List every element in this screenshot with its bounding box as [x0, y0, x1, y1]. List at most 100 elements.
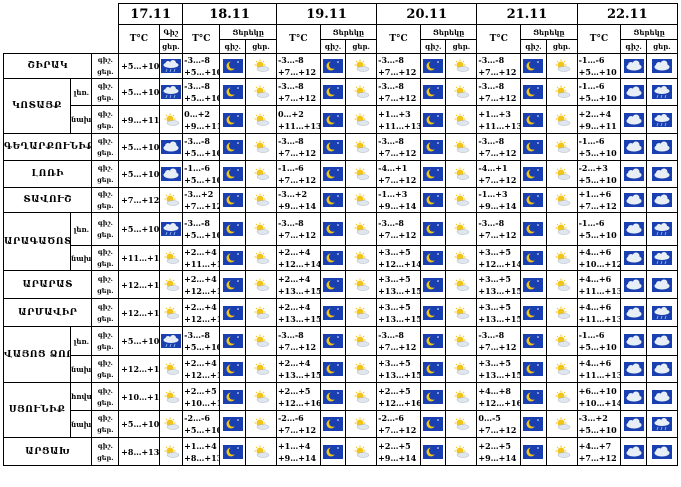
sun-cloud-icon — [354, 251, 370, 264]
day-weather-cell — [245, 53, 277, 79]
cloud-rain-icon — [651, 251, 672, 265]
region-subzone: լեռ. — [70, 78, 93, 106]
day-weather-cell — [345, 382, 378, 411]
temp-night: +3…+5 — [378, 247, 411, 257]
forecast-row: ՏԱՎՈՒՇ գիշ. ցեր. +7…+12 -3…+2 +7…+12 -3…+2 +9…+… — [2, 187, 679, 213]
period-night-label: գիշ. — [97, 137, 113, 145]
temp-range-2: -3…-8 +7…+12 — [275, 133, 321, 161]
sun-cloud-icon — [454, 278, 470, 291]
night-weather-cell — [620, 160, 647, 188]
cloud-icon — [623, 389, 644, 404]
day-weather-cell — [245, 326, 277, 356]
temp-night: +2…+4 — [277, 301, 311, 312]
temp-day: +7…+12 — [478, 230, 517, 240]
temp-day: +9…+14 — [478, 201, 517, 211]
temp-range-4: 0…-5 +7…+12 — [476, 410, 522, 438]
sun-cloud-icon — [555, 222, 570, 235]
period-labels: գիշ. ցեր. — [91, 355, 120, 383]
night-weather-cell — [419, 133, 447, 161]
period-labels: գիշ. ցեր. — [91, 187, 120, 213]
period-day-label: ցեր. — [97, 343, 114, 351]
temp-day: +8…+13 — [184, 452, 220, 463]
temp-range-2: +2…+4 +12…+14 — [275, 245, 321, 271]
sun-cloud-icon — [164, 362, 180, 375]
temp-night: +4…+8 — [478, 385, 511, 396]
day-weather-cell — [345, 355, 378, 383]
temp-day-0: +5…+10 — [118, 160, 160, 188]
temp-range-5: +1…+6 +7…+12 — [576, 187, 622, 213]
temp-night: +4…+6 — [578, 358, 612, 368]
moon-night-icon — [523, 334, 544, 348]
temp-day: +13…+15 — [478, 285, 521, 296]
day-weather-cell — [445, 382, 478, 411]
cer-header-0: ցեր. — [158, 39, 184, 54]
period-labels: գիշ. ցեր. — [91, 105, 120, 134]
moon-night-icon — [423, 193, 444, 207]
night-weather-cell — [319, 187, 347, 213]
sun-cloud-icon — [354, 140, 370, 153]
moon-night-icon — [523, 277, 544, 292]
night-weather-cell — [419, 270, 447, 299]
temp-range-1: +2…+4+12…+14 — [182, 270, 221, 299]
cloud-icon — [623, 305, 644, 320]
day-weather-cell — [645, 212, 679, 246]
sun-cloud-icon — [454, 59, 470, 72]
temp-range-5: -1…-6 +5…+10 — [576, 78, 622, 106]
day-weather-cell — [645, 187, 679, 213]
temp-night: 0…-5 — [478, 413, 501, 423]
gish-header-1: գիշ. — [219, 39, 247, 54]
day-weather-cell — [545, 212, 578, 246]
moon-night-icon — [222, 362, 243, 376]
sun-cloud-icon — [555, 193, 570, 206]
temp-day: +7…+12 — [378, 93, 417, 103]
daynight-header-1: Ցերեկը — [219, 24, 277, 40]
temp-day: +5…+10 — [184, 342, 220, 352]
day-weather-cell — [245, 298, 277, 327]
day-weather-cell — [645, 105, 679, 134]
night-weather-cell — [520, 53, 547, 79]
temp-night: -3…-8 — [277, 136, 304, 146]
sun-cloud-icon — [254, 362, 270, 375]
temp-range-3: -3…-8 +7…+12 — [376, 326, 421, 356]
sun-cloud-icon — [555, 445, 570, 458]
cer-header-5: ցեր. — [645, 39, 679, 54]
temp-day: +5…+10 — [578, 230, 617, 240]
temp-night: -1…-6 — [277, 163, 304, 173]
day-weather-cell — [445, 212, 478, 246]
period-day-label: ցեր. — [97, 68, 114, 76]
day-weather-cell — [645, 410, 679, 438]
weather-cell-0 — [158, 437, 184, 466]
temp-day: +5…+10 — [184, 93, 220, 103]
temp-day: +13…+15 — [277, 285, 321, 296]
temp-day: +9…+11 — [578, 120, 617, 131]
moon-night-icon — [523, 140, 544, 154]
region-subzone: հովտ. — [70, 382, 93, 411]
cloud-icon — [623, 251, 644, 265]
period-night-label: գիշ. — [97, 331, 113, 339]
night-weather-cell — [620, 437, 647, 466]
forecast-row: ԱՐՑԱԽ գիշ. ցեր. +8…+13 +1…+4 +8…+13 +1…+4 +9…+1… — [2, 437, 679, 466]
day-weather-cell — [645, 382, 679, 411]
moon-night-icon — [322, 389, 343, 404]
temp-range-1: -3…-8 +5…+10 — [182, 78, 221, 106]
period-night-label: գիշ. — [97, 386, 113, 395]
cloud-icon — [160, 167, 181, 181]
moon-night-icon — [222, 251, 243, 265]
sun-cloud-icon — [354, 193, 370, 206]
temp-day: +7…+12 — [478, 148, 517, 158]
moon-night-icon — [322, 362, 343, 376]
day-weather-cell — [545, 382, 578, 411]
region-subzone: լեռ. — [70, 326, 93, 356]
moon-night-icon — [322, 417, 343, 431]
temp-range-5: -1…-6 +5…+10 — [576, 326, 622, 356]
temp-range-2: +2…+4 +13…+15 — [275, 298, 321, 327]
temp-day: +12…+14 — [184, 285, 219, 296]
moon-night-icon — [222, 222, 243, 236]
temp-day: +5…+10 — [184, 148, 220, 158]
temp-day: +9…+14 — [378, 452, 417, 463]
night-weather-cell — [319, 270, 347, 299]
night-weather-cell — [419, 187, 447, 213]
temp-header-2: T°C — [275, 24, 321, 54]
day-weather-cell — [545, 53, 578, 79]
temp-range-4: -1…+3 +9…+14 — [476, 187, 522, 213]
